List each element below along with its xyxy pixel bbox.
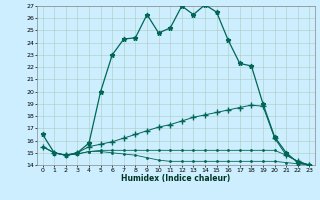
X-axis label: Humidex (Indice chaleur): Humidex (Indice chaleur)	[121, 174, 231, 183]
